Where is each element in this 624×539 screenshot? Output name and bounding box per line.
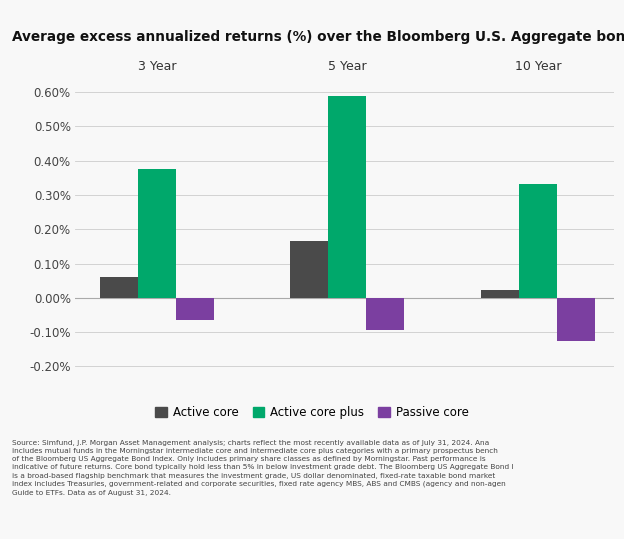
Bar (366, 298, 404, 330)
Bar (290, 241, 328, 298)
Text: 5 Year: 5 Year (328, 60, 367, 73)
Text: 3 Year: 3 Year (138, 60, 176, 73)
Bar (176, 298, 214, 320)
Bar (519, 184, 557, 298)
Text: Source: Simfund, J.P. Morgan Asset Management analysis; charts reflect the most : Source: Simfund, J.P. Morgan Asset Manag… (12, 440, 514, 496)
Bar (480, 291, 519, 298)
Text: 10 Year: 10 Year (515, 60, 561, 73)
Bar (557, 298, 595, 341)
Legend: Active core, Active core plus, Passive core: Active core, Active core plus, Passive c… (152, 403, 472, 423)
Bar (328, 95, 366, 298)
Text: Average excess annualized returns (%) over the Bloomberg U.S. Aggregate bond ind: Average excess annualized returns (%) ov… (12, 30, 624, 44)
Bar (138, 169, 176, 298)
Bar (100, 277, 138, 298)
